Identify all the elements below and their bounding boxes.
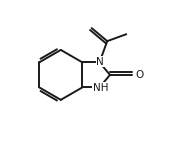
- Text: N: N: [96, 57, 104, 67]
- Text: NH: NH: [93, 83, 108, 93]
- Text: O: O: [135, 70, 143, 80]
